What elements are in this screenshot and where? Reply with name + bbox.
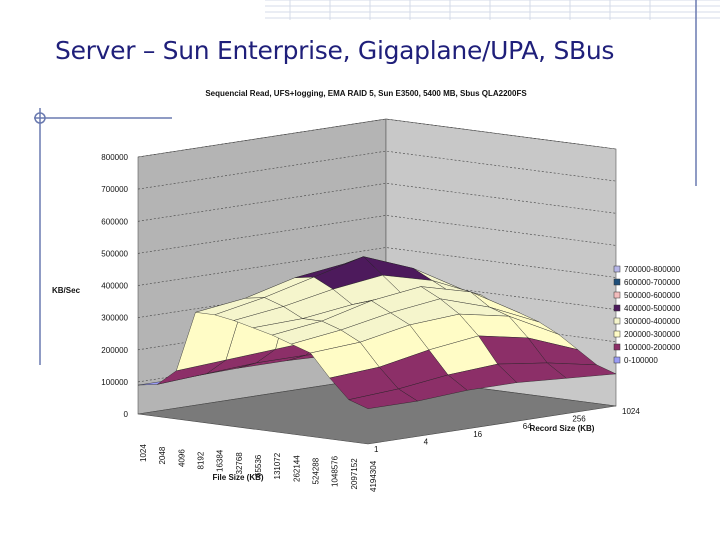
y-tick-16: 16 xyxy=(473,430,482,439)
legend-swatch-3 xyxy=(613,304,621,312)
x-axis: 1024 2048 4096 8192 16384 32768 65536 131072 262… xyxy=(139,444,378,492)
grid-corner-decoration xyxy=(265,0,720,20)
chart-surface xyxy=(137,256,617,409)
z-tick-400000: 400000 xyxy=(101,282,128,291)
x-tick-524288: 524288 xyxy=(312,457,321,484)
y-tick-1024: 1024 xyxy=(622,407,640,416)
x-axis-label: File Size (KB) xyxy=(212,473,263,482)
legend-label-2: 500000-600000 xyxy=(624,291,681,300)
chart-legend: 700000-800000 600000-700000 500000-600000 4… xyxy=(613,265,681,365)
z-tick-300000: 300000 xyxy=(101,314,128,323)
x-tick-1024: 1024 xyxy=(139,444,148,462)
z-tick-200000: 200000 xyxy=(101,346,128,355)
y-tick-4: 4 xyxy=(424,437,429,446)
slide-title: Server – Sun Enterprise, Gigaplane/UPA, … xyxy=(55,36,615,65)
legend-swatch-5 xyxy=(613,330,621,338)
z-tick-100000: 100000 xyxy=(101,378,128,387)
gridline-700000 xyxy=(137,150,617,190)
x-tick-65536: 65536 xyxy=(254,454,263,477)
legend-swatch-0 xyxy=(613,265,621,273)
x-tick-4096: 4096 xyxy=(177,449,186,467)
x-tick-131072: 131072 xyxy=(273,452,282,479)
gridline-600000 xyxy=(137,182,617,222)
legend-swatch-7 xyxy=(613,356,621,364)
legend-label-7: 0-100000 xyxy=(624,356,658,365)
z-tick-500000: 500000 xyxy=(101,249,128,258)
chart-floor xyxy=(137,375,617,445)
legend-swatch-2 xyxy=(613,291,621,299)
gridline-800000 xyxy=(137,118,617,158)
legend-swatch-1 xyxy=(613,278,621,286)
legend-label-4: 300000-400000 xyxy=(624,317,681,326)
gridline-300000 xyxy=(137,279,617,318)
chart-title: Sequencial Read, UFS+logging, EMA RAID 5… xyxy=(205,89,527,98)
z-axis-label: KB/Sec xyxy=(52,286,81,295)
legend-label-1: 600000-700000 xyxy=(624,278,681,287)
z-tick-600000: 600000 xyxy=(101,217,128,226)
z-tick-700000: 700000 xyxy=(101,185,128,194)
z-tick-0: 0 xyxy=(124,410,129,419)
x-tick-1048576: 1048576 xyxy=(331,455,340,487)
y-tick-256: 256 xyxy=(572,415,586,424)
x-tick-16384: 16384 xyxy=(216,449,225,472)
surface-cell-0-11 xyxy=(348,388,419,409)
gridline-500000 xyxy=(137,215,617,254)
x-tick-4194304: 4194304 xyxy=(369,460,378,492)
x-tick-2048: 2048 xyxy=(158,446,167,464)
x-tick-2097152: 2097152 xyxy=(350,458,359,490)
floor-plane xyxy=(137,375,617,445)
y-tick-1: 1 xyxy=(374,445,379,454)
gridline-400000 xyxy=(137,247,617,286)
x-tick-32768: 32768 xyxy=(235,452,244,475)
legend-label-5: 200000-300000 xyxy=(624,330,681,339)
y-axis: 1 4 16 64 256 1024 xyxy=(374,407,640,454)
y-axis-label: Record Size (KB) xyxy=(530,424,595,433)
legend-swatch-4 xyxy=(613,317,621,325)
x-tick-262144: 262144 xyxy=(292,455,301,482)
legend-swatch-6 xyxy=(613,343,621,351)
legend-label-0: 700000-800000 xyxy=(624,265,681,274)
y-tick-64: 64 xyxy=(523,422,532,431)
z-axis: 0 100000 200000 300000 400000 500000 600000 700… xyxy=(101,153,128,419)
corner-ring-icon xyxy=(34,112,46,124)
z-tick-800000: 800000 xyxy=(101,153,128,162)
x-tick-8192: 8192 xyxy=(197,451,206,469)
legend-label-6: 100000-200000 xyxy=(624,343,681,352)
legend-label-3: 400000-500000 xyxy=(624,304,681,313)
